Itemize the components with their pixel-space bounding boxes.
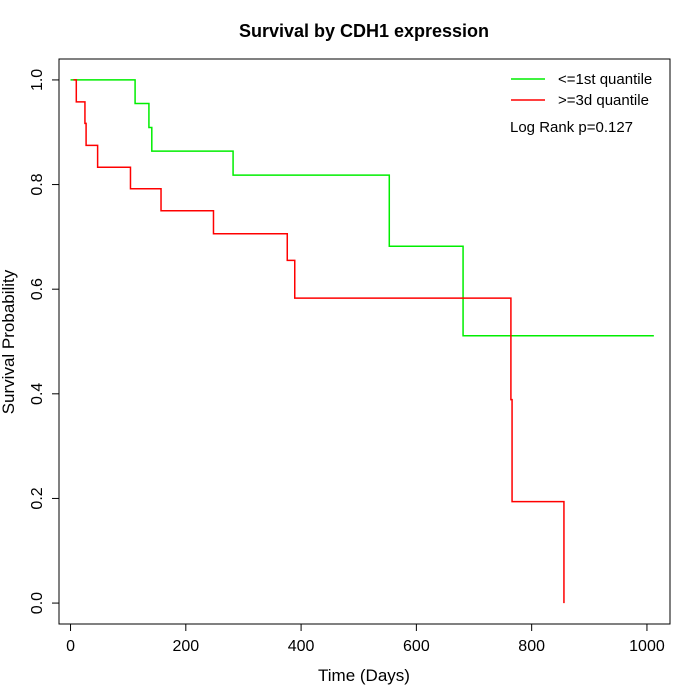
legend-label-2: >=3d quantile [558, 92, 649, 109]
x-tick-label: 200 [172, 638, 199, 655]
y-tick-label: 0.6 [29, 278, 46, 300]
y-tick-label: 0.4 [29, 383, 46, 405]
x-tick-label: 400 [288, 638, 315, 655]
series-line-2 [73, 79, 565, 604]
log-rank-annotation: Log Rank p=0.127 [510, 119, 633, 136]
x-tick-label: 0 [66, 638, 75, 655]
legend-label-1: <=1st quantile [558, 71, 652, 88]
series-layer [70, 79, 654, 604]
y-tick-label: 0.2 [29, 487, 46, 509]
plot-frame [58, 58, 671, 625]
y-tick-label: 0.8 [29, 173, 46, 195]
x-axis-label: Time (Days) [318, 666, 410, 685]
x-tick-label: 1000 [629, 638, 665, 655]
y-axis-label: Survival Probability [0, 269, 18, 414]
x-tick-label: 600 [403, 638, 430, 655]
x-axis: 0 200 400 600 800 1000 [66, 623, 665, 655]
legend: <=1st quantile >=3d quantile [511, 71, 652, 109]
y-tick-label: 1.0 [29, 69, 46, 91]
y-axis: 0.0 0.2 0.4 0.6 0.8 1.0 [29, 69, 60, 614]
series-line-1 [70, 79, 654, 337]
x-tick-label: 800 [518, 638, 545, 655]
chart-title: Survival by CDH1 expression [239, 21, 489, 41]
y-tick-label: 0.0 [29, 592, 46, 614]
